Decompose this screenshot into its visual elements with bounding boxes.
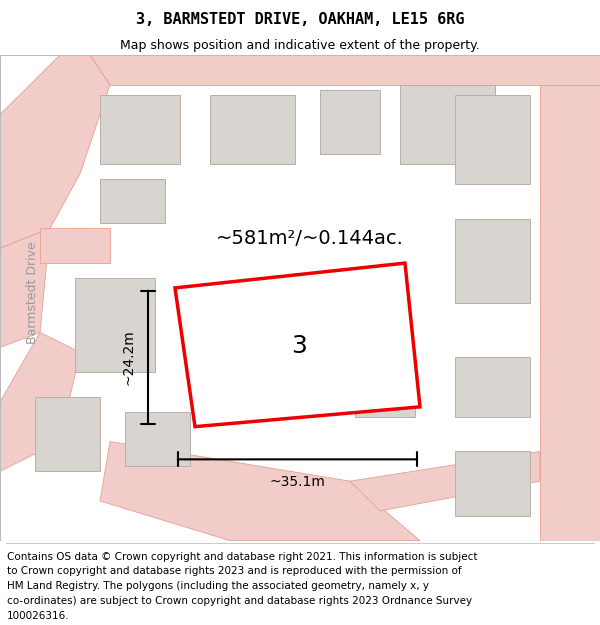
Text: Contains OS data © Crown copyright and database right 2021. This information is : Contains OS data © Crown copyright and d… xyxy=(7,552,478,562)
Bar xyxy=(210,94,295,164)
Bar xyxy=(455,451,530,516)
Bar xyxy=(35,397,100,471)
Text: co-ordinates) are subject to Crown copyright and database rights 2023 Ordnance S: co-ordinates) are subject to Crown copyr… xyxy=(7,596,472,606)
Polygon shape xyxy=(40,228,110,263)
Polygon shape xyxy=(540,85,600,541)
Polygon shape xyxy=(0,55,110,248)
Bar xyxy=(125,412,190,466)
Polygon shape xyxy=(100,441,420,541)
Bar xyxy=(100,179,165,224)
Polygon shape xyxy=(0,228,50,348)
Text: Barmstedt Drive: Barmstedt Drive xyxy=(25,241,38,344)
Polygon shape xyxy=(175,263,420,427)
Text: ~581m²/~0.144ac.: ~581m²/~0.144ac. xyxy=(216,229,404,248)
Text: to Crown copyright and database rights 2023 and is reproduced with the permissio: to Crown copyright and database rights 2… xyxy=(7,566,462,576)
Bar xyxy=(455,94,530,184)
Bar xyxy=(455,357,530,417)
Bar xyxy=(320,89,380,154)
Text: 3, BARMSTEDT DRIVE, OAKHAM, LE15 6RG: 3, BARMSTEDT DRIVE, OAKHAM, LE15 6RG xyxy=(136,12,464,27)
Bar xyxy=(255,308,330,387)
Text: HM Land Registry. The polygons (including the associated geometry, namely x, y: HM Land Registry. The polygons (includin… xyxy=(7,581,429,591)
Text: ~35.1m: ~35.1m xyxy=(269,475,325,489)
Polygon shape xyxy=(0,332,80,471)
Text: 3: 3 xyxy=(291,334,307,358)
Bar xyxy=(75,278,155,372)
Text: ~24.2m: ~24.2m xyxy=(122,329,136,385)
Polygon shape xyxy=(350,451,540,511)
Text: Map shows position and indicative extent of the property.: Map shows position and indicative extent… xyxy=(120,39,480,51)
Bar xyxy=(400,85,495,164)
Text: 100026316.: 100026316. xyxy=(7,611,70,621)
Bar xyxy=(455,219,530,302)
Bar xyxy=(100,94,180,164)
Bar xyxy=(355,362,415,417)
Polygon shape xyxy=(90,55,600,85)
